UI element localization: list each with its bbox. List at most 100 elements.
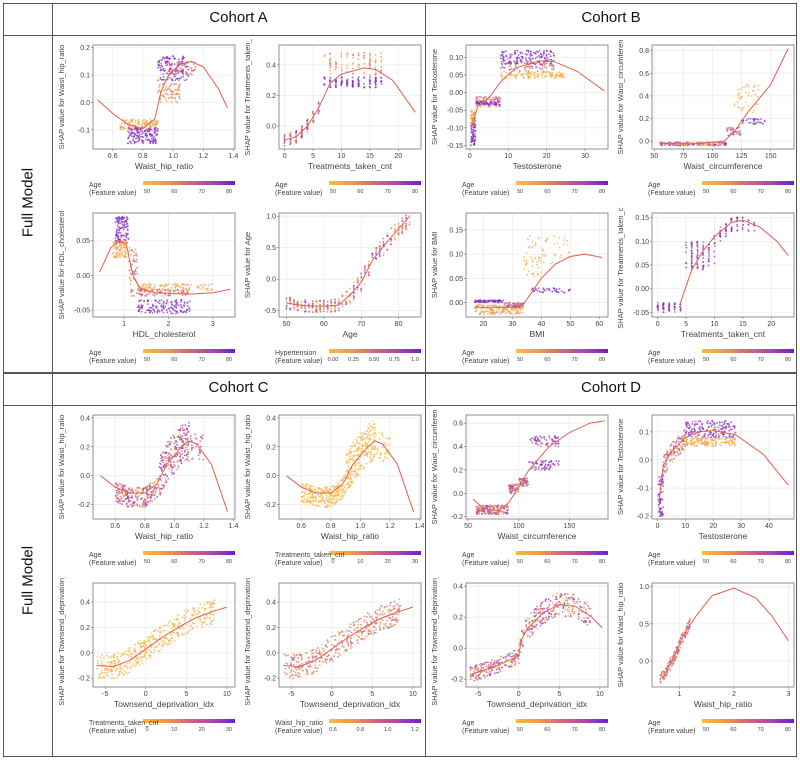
scatter-point	[152, 482, 154, 485]
scatter-point	[525, 57, 527, 60]
scatter-point	[145, 127, 147, 130]
scatter-point	[138, 293, 141, 296]
scatter-point	[511, 309, 514, 312]
scatter-point	[492, 300, 494, 303]
scatter-point	[130, 279, 132, 282]
scatter-point	[519, 304, 521, 307]
scatter-point	[172, 283, 175, 286]
scatter-point	[183, 432, 185, 435]
scatter-point	[178, 93, 180, 95]
scatter-point	[152, 142, 154, 145]
scatter-point	[373, 456, 375, 459]
scatter-point	[155, 140, 158, 142]
scatter-point	[405, 225, 407, 227]
scatter-point	[526, 53, 528, 56]
scatter-point	[197, 454, 200, 457]
scatter-point	[135, 292, 138, 294]
scatter-point	[702, 245, 705, 248]
scatter-point	[486, 102, 489, 105]
scatter-point	[358, 442, 360, 445]
scatter-point	[202, 286, 205, 289]
y-tick-label: 0.0	[80, 100, 90, 107]
scatter-point	[160, 453, 163, 456]
scatter-point	[656, 302, 659, 304]
y-tick-label: 0.05	[449, 72, 463, 79]
scatter-point	[388, 443, 391, 446]
scatter-point	[504, 62, 507, 65]
scatter-point	[668, 305, 671, 308]
scatter-point	[176, 64, 179, 66]
scatter-point	[730, 228, 733, 230]
scatter-point	[724, 228, 727, 231]
scatter-point	[152, 305, 155, 308]
scatter-point	[196, 285, 198, 288]
scatter-point	[327, 506, 329, 508]
scatter-point	[156, 133, 159, 135]
scatter-point	[157, 486, 160, 489]
scatter-point	[519, 60, 522, 62]
scatter-point	[145, 488, 148, 490]
scatter-point	[363, 283, 366, 286]
scatter-point	[369, 457, 372, 459]
scatter-point	[145, 293, 148, 296]
scatter-point	[176, 441, 179, 443]
scatter-point	[757, 121, 759, 123]
scatter-point	[137, 118, 140, 121]
scatter-point	[352, 459, 355, 461]
y-tick-label: 0.2	[266, 444, 276, 451]
scatter-point	[146, 139, 149, 142]
scatter-point	[702, 241, 705, 243]
scatter-point	[378, 438, 381, 441]
scatter-point	[176, 92, 179, 95]
scatter-point	[690, 249, 693, 252]
scatter-point	[360, 276, 363, 279]
scatter-point	[361, 435, 363, 438]
scatter-point	[507, 301, 510, 304]
scatter-point	[703, 143, 705, 145]
y-axis-label: SHAP value for Waist_hip_ratio	[243, 415, 252, 520]
scatter-point	[337, 307, 340, 310]
scatter-point	[200, 284, 203, 287]
scatter-point	[717, 143, 720, 145]
plot-border	[92, 212, 236, 318]
scatter-point	[181, 616, 184, 619]
scatter-point	[330, 299, 332, 302]
scatter-point	[130, 119, 132, 122]
scatter-point	[567, 289, 570, 292]
x-tick-label: -5	[102, 691, 108, 698]
scatter-point	[143, 300, 146, 302]
scatter-point	[165, 480, 168, 483]
scatter-point	[558, 71, 561, 73]
cohort-b-header: Cohort B	[581, 9, 641, 26]
scatter-point	[505, 71, 508, 74]
scatter-point	[119, 499, 121, 502]
x-tick-label: 10	[223, 691, 231, 698]
scatter-point	[357, 467, 360, 470]
scatter-point	[369, 74, 372, 77]
scatter-point	[137, 658, 140, 661]
scatter-point	[527, 49, 530, 52]
colorbar	[143, 551, 235, 555]
scatter-point	[510, 74, 513, 77]
scatter-point	[169, 289, 172, 292]
scatter-point	[201, 433, 204, 436]
scatter-point	[141, 294, 143, 297]
scatter-point	[167, 97, 170, 100]
scatter-point	[296, 305, 299, 307]
scatter-point	[475, 97, 477, 100]
scatter-point	[483, 96, 486, 98]
scatter-point	[150, 309, 153, 312]
scatter-point	[146, 128, 148, 131]
scatter-point	[702, 257, 705, 259]
scatter-point	[189, 308, 191, 310]
scatter-point	[149, 285, 152, 287]
scatter-point	[489, 105, 491, 108]
scatter-point	[334, 68, 337, 70]
scatter-point	[538, 49, 541, 52]
scatter-point	[178, 61, 180, 63]
scatter-point	[470, 141, 472, 143]
scatter-point	[371, 420, 374, 423]
scatter-point	[173, 437, 176, 439]
y-axis-label: SHAP value for Waist_circumferen	[616, 39, 625, 154]
scatter-point	[348, 484, 351, 487]
